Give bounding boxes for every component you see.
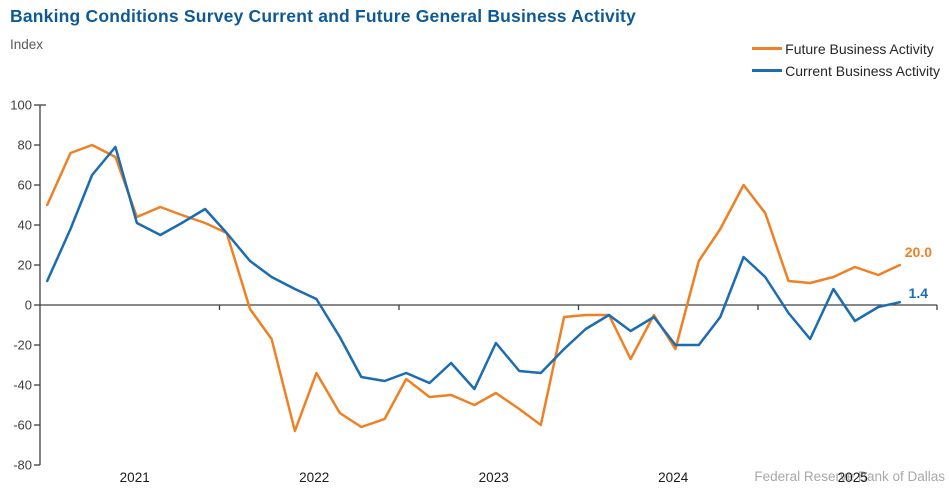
- future-series-end-value: 20.0: [904, 244, 932, 260]
- legend-item-future: Future Business Activity: [752, 39, 940, 58]
- future-line-swatch-icon: [752, 47, 783, 50]
- current-series-end-value: 1.4: [908, 285, 928, 301]
- svg-text:2024: 2024: [658, 470, 689, 485]
- page-title: Banking Conditions Survey Current and Fu…: [10, 6, 636, 26]
- watermark: Federal Reserve Bank of Dallas: [754, 469, 945, 484]
- svg-text:2022: 2022: [299, 470, 329, 485]
- svg-text:-40: -40: [13, 378, 32, 393]
- svg-text:0: 0: [25, 298, 32, 313]
- svg-text:100: 100: [10, 98, 32, 113]
- svg-text:-80: -80: [13, 458, 32, 473]
- svg-text:20: 20: [18, 258, 32, 273]
- svg-text:2021: 2021: [120, 470, 150, 485]
- svg-text:60: 60: [18, 178, 32, 193]
- svg-text:-60: -60: [13, 418, 32, 433]
- legend: Future Business Activity Current Busines…: [752, 39, 940, 80]
- svg-text:40: 40: [18, 218, 32, 233]
- legend-label-current: Current Business Activity: [785, 62, 940, 79]
- legend-label-future: Future Business Activity: [785, 40, 934, 57]
- legend-item-current: Current Business Activity: [752, 61, 940, 80]
- svg-text:2023: 2023: [479, 470, 509, 485]
- svg-text:2025: 2025: [838, 470, 868, 485]
- svg-text:80: 80: [18, 138, 32, 153]
- svg-text:-20: -20: [13, 338, 32, 353]
- y-axis-unit-label: Index: [10, 37, 44, 52]
- current-line-swatch-icon: [752, 69, 783, 72]
